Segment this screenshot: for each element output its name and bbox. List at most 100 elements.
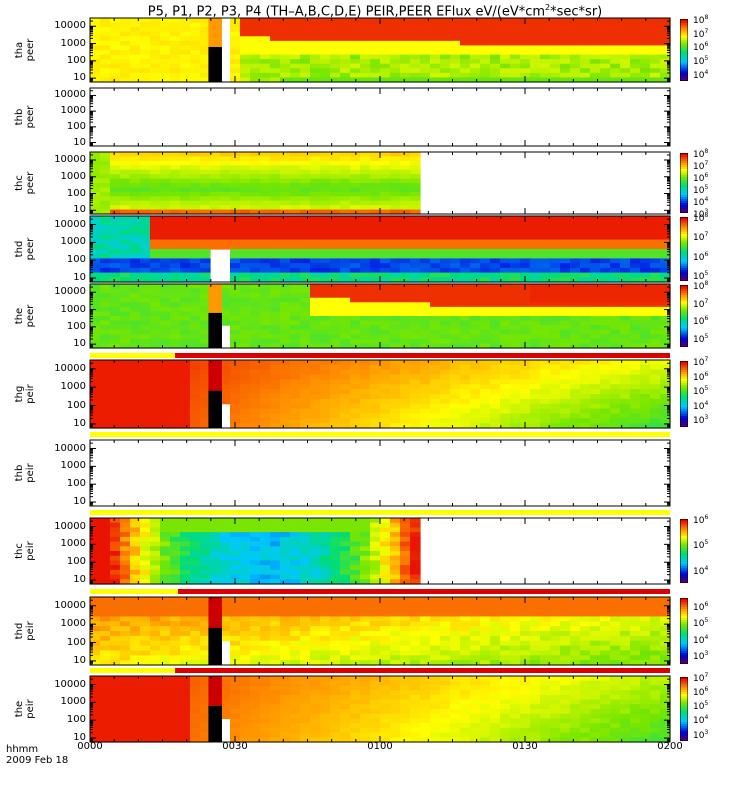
heatmap-cell xyxy=(260,244,271,250)
heatmap-cell xyxy=(220,364,231,371)
heatmap-cell xyxy=(260,329,271,335)
heatmap-cell xyxy=(150,541,161,547)
heatmap-cell xyxy=(110,156,121,162)
heatmap-cell xyxy=(460,31,471,37)
heatmap-cell xyxy=(390,297,401,303)
heatmap-cell xyxy=(220,165,231,171)
heatmap-cell xyxy=(300,36,311,42)
heatmap-cell xyxy=(330,343,341,349)
heatmap-cell xyxy=(380,311,391,317)
heatmap-cell xyxy=(610,374,621,381)
heatmap-cell xyxy=(90,389,101,395)
heatmap-cell xyxy=(340,68,351,74)
heatmap-cell xyxy=(450,27,461,33)
heatmap-cell xyxy=(460,343,471,349)
heatmap-cell xyxy=(190,338,201,345)
heatmap-cell xyxy=(640,225,651,231)
heatmap-cell xyxy=(630,63,641,69)
heatmap-cell xyxy=(610,389,621,395)
heatmap-cell xyxy=(370,27,381,33)
heatmap-cell xyxy=(660,54,671,60)
heatmap-cell xyxy=(360,277,371,283)
heatmap-cell xyxy=(190,532,201,538)
heatmap-cell xyxy=(200,253,211,260)
heatmap-cell xyxy=(530,418,541,424)
heatmap-cell xyxy=(140,334,151,340)
heatmap-cell xyxy=(380,302,391,308)
heatmap-cell xyxy=(400,293,411,299)
heatmap-cell xyxy=(540,329,551,335)
heatmap-cell xyxy=(130,574,141,580)
heatmap-cell xyxy=(550,384,561,390)
heatmap-cell xyxy=(580,230,591,236)
heatmap-cell xyxy=(640,394,651,400)
heatmap-cell xyxy=(190,31,201,37)
heatmap-cell xyxy=(110,320,121,326)
heatmap-cell xyxy=(150,178,161,184)
heatmap-cell xyxy=(300,27,311,33)
heatmap-cell xyxy=(390,31,401,37)
heatmap-cell xyxy=(200,423,211,429)
heatmap-cell xyxy=(260,518,271,524)
heatmap-cell xyxy=(160,288,171,294)
heatmap-cell xyxy=(280,293,291,299)
heatmap-cell xyxy=(480,320,491,326)
heatmap-cell xyxy=(470,40,481,47)
heatmap-cell xyxy=(240,398,251,405)
heatmap-cell xyxy=(550,77,561,83)
heatmap-cell xyxy=(430,50,441,56)
heatmap-cell xyxy=(340,541,351,547)
heatmap-cell xyxy=(410,408,421,415)
heatmap-cell xyxy=(140,560,151,566)
heatmap-cell xyxy=(480,394,491,400)
heatmap-cell xyxy=(380,63,391,69)
heatmap-cell xyxy=(170,418,181,424)
heatmap-cell xyxy=(240,54,251,60)
heatmap-cell xyxy=(250,288,261,294)
heatmap-cell xyxy=(520,297,531,303)
heatmap-cell xyxy=(580,267,591,274)
heatmap-cell xyxy=(660,50,671,56)
heatmap-cell xyxy=(170,72,181,79)
heatmap-cell xyxy=(590,225,601,231)
heatmap-cell xyxy=(340,316,351,322)
heatmap-cell xyxy=(660,63,671,69)
heatmap-cell xyxy=(140,574,151,580)
heatmap-cell xyxy=(280,50,291,56)
heatmap-cell xyxy=(610,384,621,390)
heatmap-cell xyxy=(340,36,351,42)
heatmap-cell xyxy=(150,408,161,415)
heatmap-cell xyxy=(170,334,181,340)
heatmap-cell xyxy=(290,284,301,290)
heatmap-cell xyxy=(380,394,391,400)
heatmap-cell xyxy=(540,216,551,222)
heatmap-cell xyxy=(560,389,571,395)
heatmap-cell xyxy=(650,239,661,245)
heatmap-cell xyxy=(520,398,531,405)
heatmap-cell xyxy=(530,325,541,331)
heatmap-cell xyxy=(230,297,241,303)
heatmap-cell xyxy=(140,72,151,79)
heatmap-cell xyxy=(330,230,341,236)
heatmap-cell xyxy=(350,555,361,562)
heatmap-cell xyxy=(150,263,161,269)
heatmap-cell xyxy=(510,329,521,335)
heatmap-cell xyxy=(160,527,171,533)
heatmap-cell xyxy=(200,293,211,299)
heatmap-cell xyxy=(380,518,391,524)
heatmap-cell xyxy=(660,27,671,33)
heatmap-cell xyxy=(310,546,321,552)
heatmap-cell xyxy=(520,403,531,410)
heatmap-cell xyxy=(560,360,571,366)
heatmap-cell xyxy=(320,338,331,345)
heatmap-cell xyxy=(650,18,661,24)
heatmap-cell xyxy=(180,338,191,345)
heatmap-cell xyxy=(140,518,151,524)
heatmap-cell xyxy=(290,209,301,215)
heatmap-cell xyxy=(550,320,561,326)
heatmap-cell xyxy=(240,191,251,197)
heatmap-cell xyxy=(520,272,531,278)
heatmap-cell xyxy=(380,343,391,349)
heatmap-cell xyxy=(240,187,251,193)
heatmap-cell xyxy=(400,569,411,576)
